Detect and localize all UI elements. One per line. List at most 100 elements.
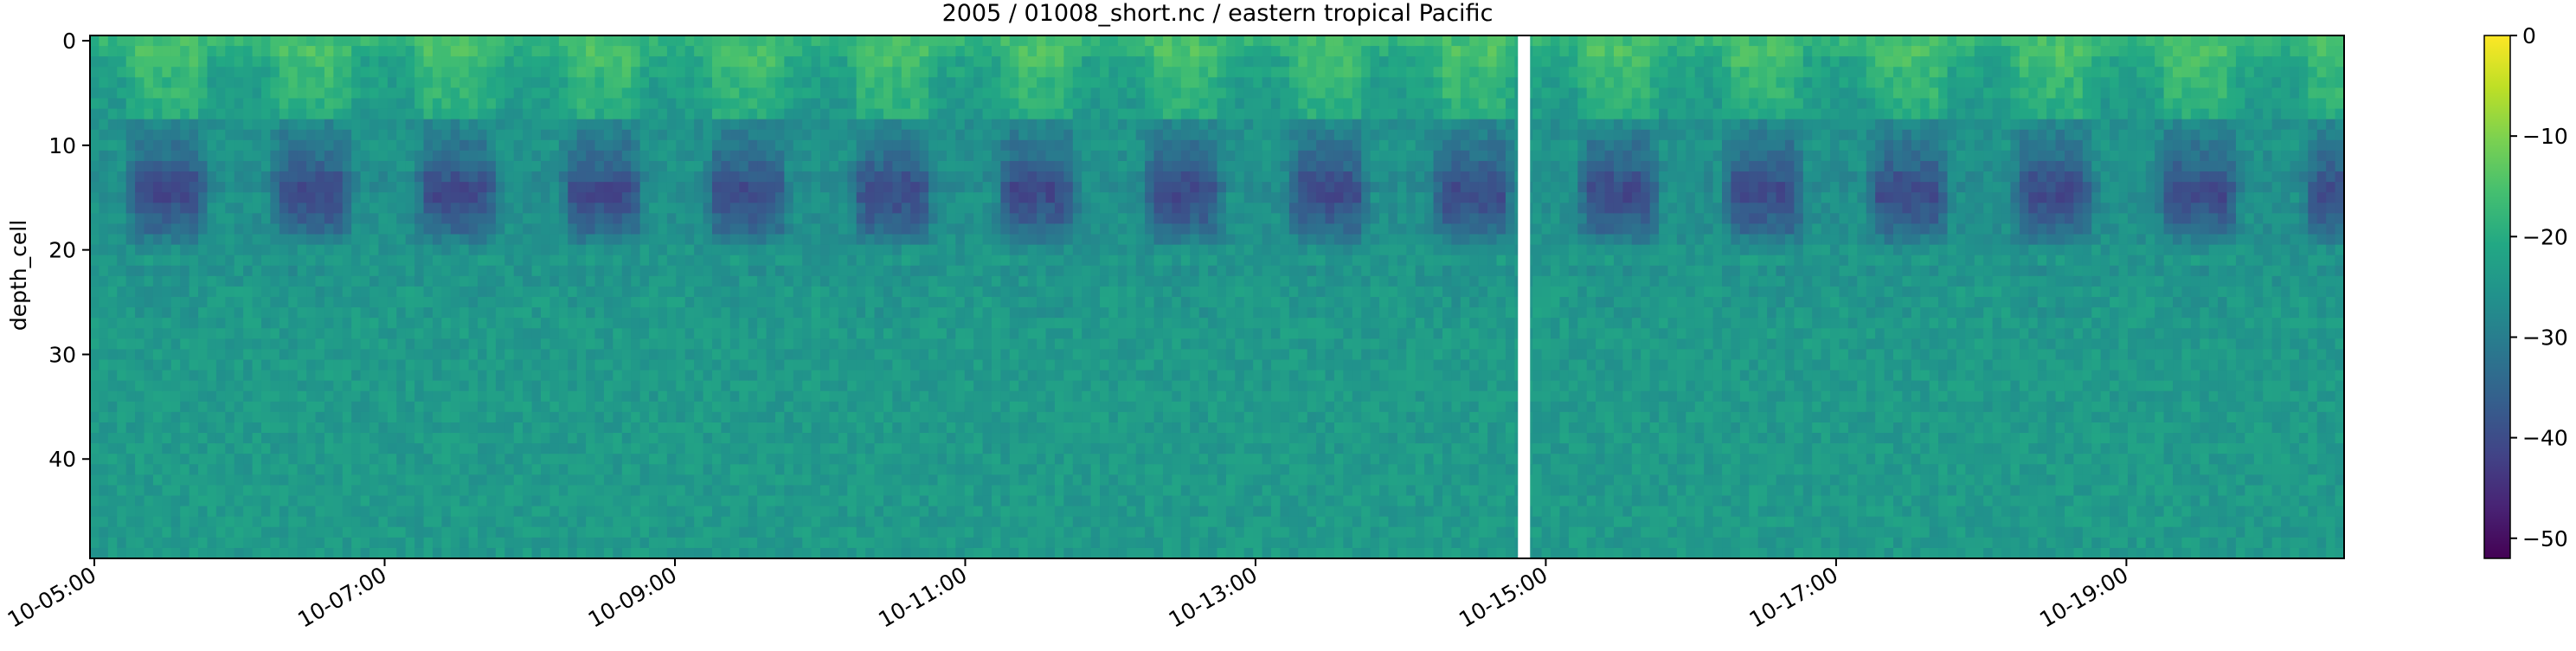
heatmap-cell xyxy=(99,119,109,131)
heatmap-cell xyxy=(478,537,488,549)
heatmap-cell xyxy=(189,213,199,225)
heatmap-cell xyxy=(351,160,362,172)
heatmap-cell xyxy=(676,495,686,507)
heatmap-cell xyxy=(658,171,668,183)
heatmap-cell xyxy=(739,349,749,361)
heatmap-cell xyxy=(784,349,794,361)
heatmap-cell xyxy=(639,192,650,203)
heatmap-cell xyxy=(649,474,659,487)
heatmap-cell xyxy=(603,349,613,361)
heatmap-cell xyxy=(649,171,659,183)
heatmap-cell xyxy=(396,203,407,214)
heatmap-cell xyxy=(125,129,136,141)
heatmap-cell xyxy=(658,150,668,162)
heatmap-cell xyxy=(928,265,939,277)
heatmap-cell xyxy=(523,422,533,434)
heatmap-cell xyxy=(973,150,984,162)
heatmap-cell xyxy=(721,108,731,120)
heatmap-cell xyxy=(631,203,641,214)
heatmap-cell xyxy=(144,160,154,172)
heatmap-cell xyxy=(441,297,452,308)
heatmap-cell xyxy=(676,526,686,538)
heatmap-cell xyxy=(459,433,470,444)
heatmap-cell xyxy=(152,349,163,361)
heatmap-cell xyxy=(360,182,370,193)
heatmap-cell xyxy=(387,98,397,110)
heatmap-cell xyxy=(513,98,524,110)
heatmap-cell xyxy=(405,506,415,518)
heatmap-cell xyxy=(766,35,776,47)
heatmap-cell xyxy=(378,390,389,403)
heatmap-cell xyxy=(711,160,722,172)
heatmap-cell xyxy=(243,443,254,454)
heatmap-cell xyxy=(495,537,505,549)
heatmap-cell xyxy=(478,119,488,131)
heatmap-cell xyxy=(198,370,209,382)
heatmap-cell xyxy=(937,349,948,361)
heatmap-cell xyxy=(152,35,163,47)
heatmap-cell xyxy=(342,213,352,225)
heatmap-cell xyxy=(333,297,344,308)
heatmap-cell xyxy=(198,433,209,444)
heatmap-cell xyxy=(405,244,415,256)
heatmap-cell xyxy=(865,380,876,392)
heatmap-cell xyxy=(874,275,884,287)
heatmap-cell xyxy=(396,401,407,413)
heatmap-cell xyxy=(486,234,497,246)
heatmap-cell xyxy=(549,203,560,214)
heatmap-cell xyxy=(144,203,154,214)
heatmap-cell xyxy=(342,67,352,78)
heatmap-cell xyxy=(883,77,893,88)
heatmap-cell xyxy=(432,401,442,413)
heatmap-cell xyxy=(107,56,118,68)
heatmap-cell xyxy=(658,401,668,413)
heatmap-cell xyxy=(892,67,903,78)
heatmap-cell xyxy=(90,401,100,413)
heatmap-cell xyxy=(811,380,821,392)
heatmap-cell xyxy=(432,338,442,350)
heatmap-cell xyxy=(486,307,497,319)
heatmap-cell xyxy=(541,171,551,183)
heatmap-cell xyxy=(162,359,172,371)
heatmap-cell xyxy=(684,35,695,47)
heatmap-cell xyxy=(964,401,974,413)
heatmap-cell xyxy=(982,443,992,454)
heatmap-cell xyxy=(243,255,254,267)
heatmap-cell xyxy=(856,286,866,298)
heatmap-cell xyxy=(666,255,677,267)
heatmap-cell xyxy=(558,485,569,497)
heatmap-cell xyxy=(198,46,209,57)
heatmap-cell xyxy=(748,464,758,475)
heatmap-cell xyxy=(901,485,911,497)
heatmap-cell xyxy=(541,506,551,518)
heatmap-cell xyxy=(360,359,370,371)
heatmap-cell xyxy=(260,98,271,110)
heatmap-cell xyxy=(676,506,686,518)
heatmap-cell xyxy=(964,495,974,507)
heatmap-cell xyxy=(558,244,569,256)
heatmap-cell xyxy=(594,223,605,235)
heatmap-cell xyxy=(802,380,813,392)
heatmap-cell xyxy=(189,328,199,339)
heatmap-cell xyxy=(757,464,768,475)
heatmap-cell xyxy=(982,77,992,88)
heatmap-cell xyxy=(531,401,542,413)
heatmap-cell xyxy=(666,56,677,68)
heatmap-cell xyxy=(774,87,785,100)
heatmap-cell xyxy=(802,275,813,287)
heatmap-cell xyxy=(703,56,713,68)
heatmap-cell xyxy=(270,401,280,413)
heatmap-cell xyxy=(811,77,821,88)
heatmap-cell xyxy=(937,495,948,507)
heatmap-cell xyxy=(964,203,974,214)
heatmap-cell xyxy=(919,307,929,319)
heatmap-cell xyxy=(774,234,785,246)
heatmap-cell xyxy=(802,422,813,434)
heatmap-cell xyxy=(414,244,425,256)
heatmap-cell xyxy=(234,495,244,507)
heatmap-cell xyxy=(324,182,334,193)
heatmap-cell xyxy=(919,547,929,559)
heatmap-cell xyxy=(639,56,650,68)
heatmap-cell xyxy=(189,87,199,100)
heatmap-cell xyxy=(666,203,677,214)
